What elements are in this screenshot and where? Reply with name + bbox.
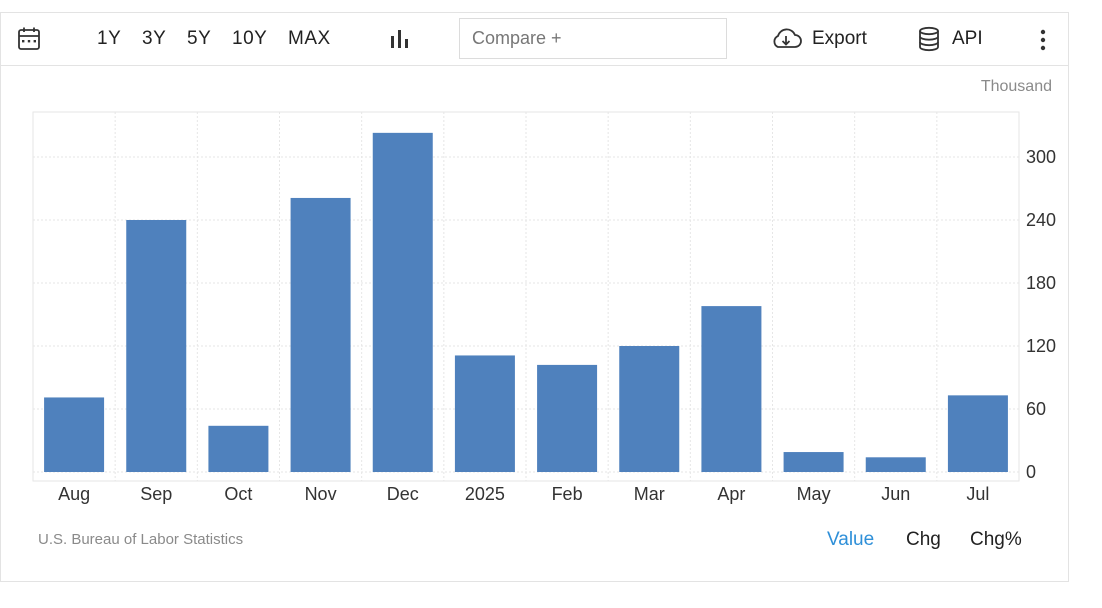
- range-5y-button[interactable]: 5Y: [187, 28, 212, 49]
- vertical-dots-icon[interactable]: [1035, 29, 1051, 51]
- unit-label: Thousand: [980, 78, 1052, 95]
- range-1y-button[interactable]: 1Y: [97, 28, 122, 49]
- range-10y-button[interactable]: 10Y: [232, 28, 268, 49]
- compare-input[interactable]: Compare +: [459, 18, 727, 59]
- chart-widget: 1Y 3Y 5Y 10Y MAX Compare + Export: [0, 12, 1069, 582]
- mode-chg-pct-button[interactable]: Chg%: [970, 529, 1022, 550]
- range-3y-button[interactable]: 3Y: [142, 28, 167, 49]
- range-max-button[interactable]: MAX: [288, 28, 331, 49]
- cloud-download-icon[interactable]: [769, 27, 803, 51]
- compare-placeholder: Compare +: [472, 28, 562, 48]
- api-button[interactable]: API: [952, 28, 983, 49]
- bar-chart-icon[interactable]: [389, 28, 411, 50]
- mode-value-button[interactable]: Value: [827, 529, 875, 550]
- export-button[interactable]: Export: [812, 28, 867, 49]
- mode-chg-button[interactable]: Chg: [906, 529, 941, 550]
- chart-toolbar: 1Y 3Y 5Y 10Y MAX Compare + Export: [1, 13, 1068, 66]
- calendar-icon[interactable]: [17, 26, 41, 52]
- source-label: U.S. Bureau of Labor Statistics: [38, 531, 244, 548]
- database-icon[interactable]: [917, 26, 941, 52]
